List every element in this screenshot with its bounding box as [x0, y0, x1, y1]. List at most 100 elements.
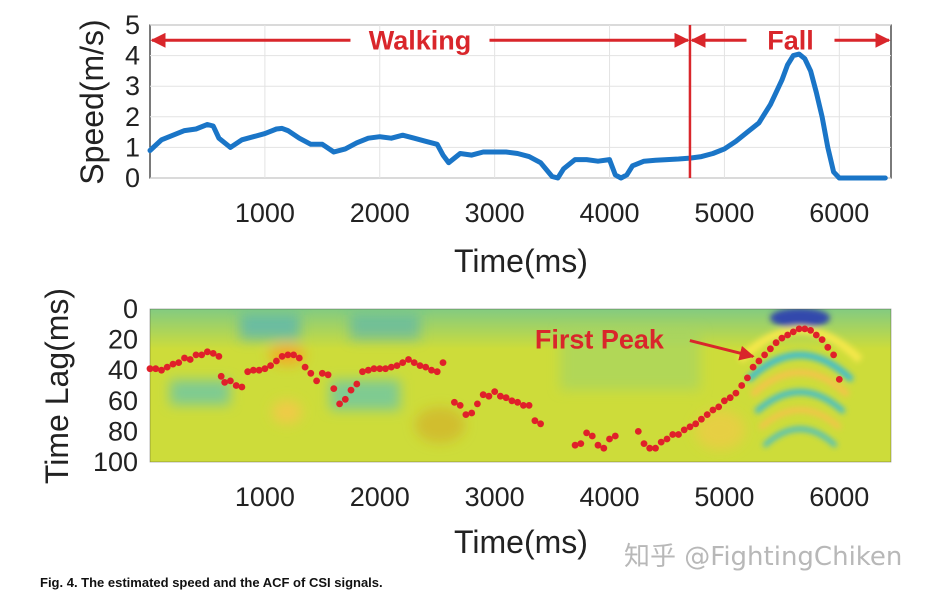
acf-peak-dot — [290, 351, 297, 359]
acf-peak-dot — [663, 435, 671, 443]
acf-x-tick-label: 1000 — [235, 482, 295, 512]
acf-peak-dot — [273, 357, 280, 365]
acf-peak-dot — [830, 351, 837, 359]
acf-peak-dot — [146, 365, 154, 373]
acf-peak-dot — [255, 366, 263, 374]
acf-peak-dot — [812, 331, 820, 339]
acf-peak-dot — [221, 379, 229, 386]
acf-peak-dot — [462, 411, 470, 418]
first-peak-annotation: First Peak — [535, 325, 755, 361]
acf-y-axis-label: Time Lag(ms) — [39, 288, 75, 484]
acf-peak-dot — [525, 402, 533, 409]
acf-peak-dot — [341, 395, 349, 403]
acf-peak-dot — [468, 409, 476, 417]
acf-x-tick-label: 2000 — [350, 482, 410, 512]
acf-peak-dot — [376, 365, 384, 373]
acf-y-tick-label: 100 — [93, 447, 138, 477]
speed-x-tick-label: 1000 — [235, 198, 295, 228]
acf-peak-dot — [186, 356, 194, 363]
speed-y-tick-label: 5 — [125, 10, 140, 40]
acf-peak-dot — [175, 359, 183, 366]
acf-peak-dot — [514, 398, 521, 406]
speed-y-tick-label: 3 — [125, 71, 140, 101]
acf-peak-dot — [634, 428, 642, 435]
acf-peak-dot — [261, 365, 269, 373]
acf-peak-dot — [181, 354, 188, 362]
acf-peak-dot — [238, 383, 246, 391]
acf-peak-dot — [824, 343, 832, 351]
speed-y-axis-label: Speed(m/s) — [74, 19, 110, 184]
acf-peak-dot — [479, 391, 487, 399]
acf-peak-dot — [163, 363, 171, 371]
acf-peak-dot — [508, 397, 516, 405]
phase-label: Fall — [767, 25, 814, 55]
phase-label: Walking — [369, 25, 472, 55]
speed-y-tick-label: 4 — [125, 41, 140, 71]
acf-peak-dot — [818, 336, 826, 343]
acf-peak-dot — [652, 444, 659, 452]
acf-peak-dot — [364, 366, 372, 374]
acf-peak-dot — [767, 345, 774, 353]
acf-peak-dot — [370, 365, 378, 373]
speed-grid — [150, 24, 891, 179]
acf-peak-dot — [680, 426, 688, 434]
acf-peak-dot — [726, 394, 734, 402]
acf-peak-dot — [410, 359, 418, 366]
acf-peak-dot — [158, 366, 165, 374]
acf-peak-dot — [399, 359, 407, 366]
acf-peak-dot — [204, 348, 211, 356]
speed-y-tick-label: 2 — [125, 102, 140, 132]
speed-x-ticks: 1000 2000 3000 4000 5000 6000 — [235, 198, 869, 228]
acf-peak-dot — [198, 351, 206, 359]
acf-peak-dot — [324, 371, 332, 379]
acf-peak-dot — [244, 368, 252, 376]
acf-peak-dot — [227, 377, 234, 385]
acf-peak-dot — [232, 382, 240, 389]
acf-peak-dot — [744, 374, 751, 382]
acf-y-tick-label: 60 — [108, 386, 138, 416]
acf-peak-dot — [428, 366, 435, 374]
acf-peak-dot — [387, 363, 395, 371]
acf-peak-dot — [749, 363, 757, 371]
acf-peak-dot — [761, 351, 768, 359]
acf-peak-dot — [807, 327, 814, 334]
acf-peak-dot — [318, 369, 326, 377]
acf-x-ticks: 1000 2000 3000 4000 5000 6000 — [235, 482, 869, 512]
acf-peak-dot — [393, 362, 401, 369]
acf-peak-dot — [795, 325, 803, 333]
acf-y-tick-label: 20 — [108, 325, 138, 355]
acf-peak-dot — [640, 440, 648, 447]
acf-peak-dot — [209, 350, 217, 357]
phase-annotations: Walking Fall — [150, 25, 891, 55]
acf-peak-dot — [577, 440, 585, 447]
acf-peak-dot — [192, 351, 200, 359]
speed-x-tick-label: 6000 — [809, 198, 869, 228]
acf-peak-dot — [152, 365, 160, 373]
acf-peak-dot — [715, 403, 723, 411]
acf-peak-dot — [278, 353, 286, 360]
acf-peak-dot — [537, 420, 544, 428]
speed-x-tick-label: 2000 — [350, 198, 410, 228]
acf-peak-dot — [433, 368, 441, 376]
acf-peak-dot — [347, 386, 355, 394]
acf-peak-dot — [571, 441, 579, 449]
speed-series-line — [147, 51, 888, 181]
acf-peak-dot — [313, 377, 320, 385]
acf-peak-dot — [359, 368, 366, 376]
acf-peak-dot — [646, 444, 654, 452]
acf-peak-dot — [835, 376, 843, 383]
acf-peak-dot — [295, 354, 303, 362]
acf-y-tick-label: 40 — [108, 355, 138, 385]
acf-peak-dot — [784, 331, 791, 339]
acf-peak-dot — [439, 359, 447, 366]
acf-peak-dot — [301, 363, 309, 371]
acf-peak-dot — [600, 444, 608, 452]
acf-peak-dot — [698, 415, 705, 423]
acf-peak-dot — [250, 366, 257, 374]
acf-peak-dot — [703, 411, 711, 418]
acf-peak-dot — [502, 394, 510, 402]
acf-peak-dot — [456, 402, 464, 409]
